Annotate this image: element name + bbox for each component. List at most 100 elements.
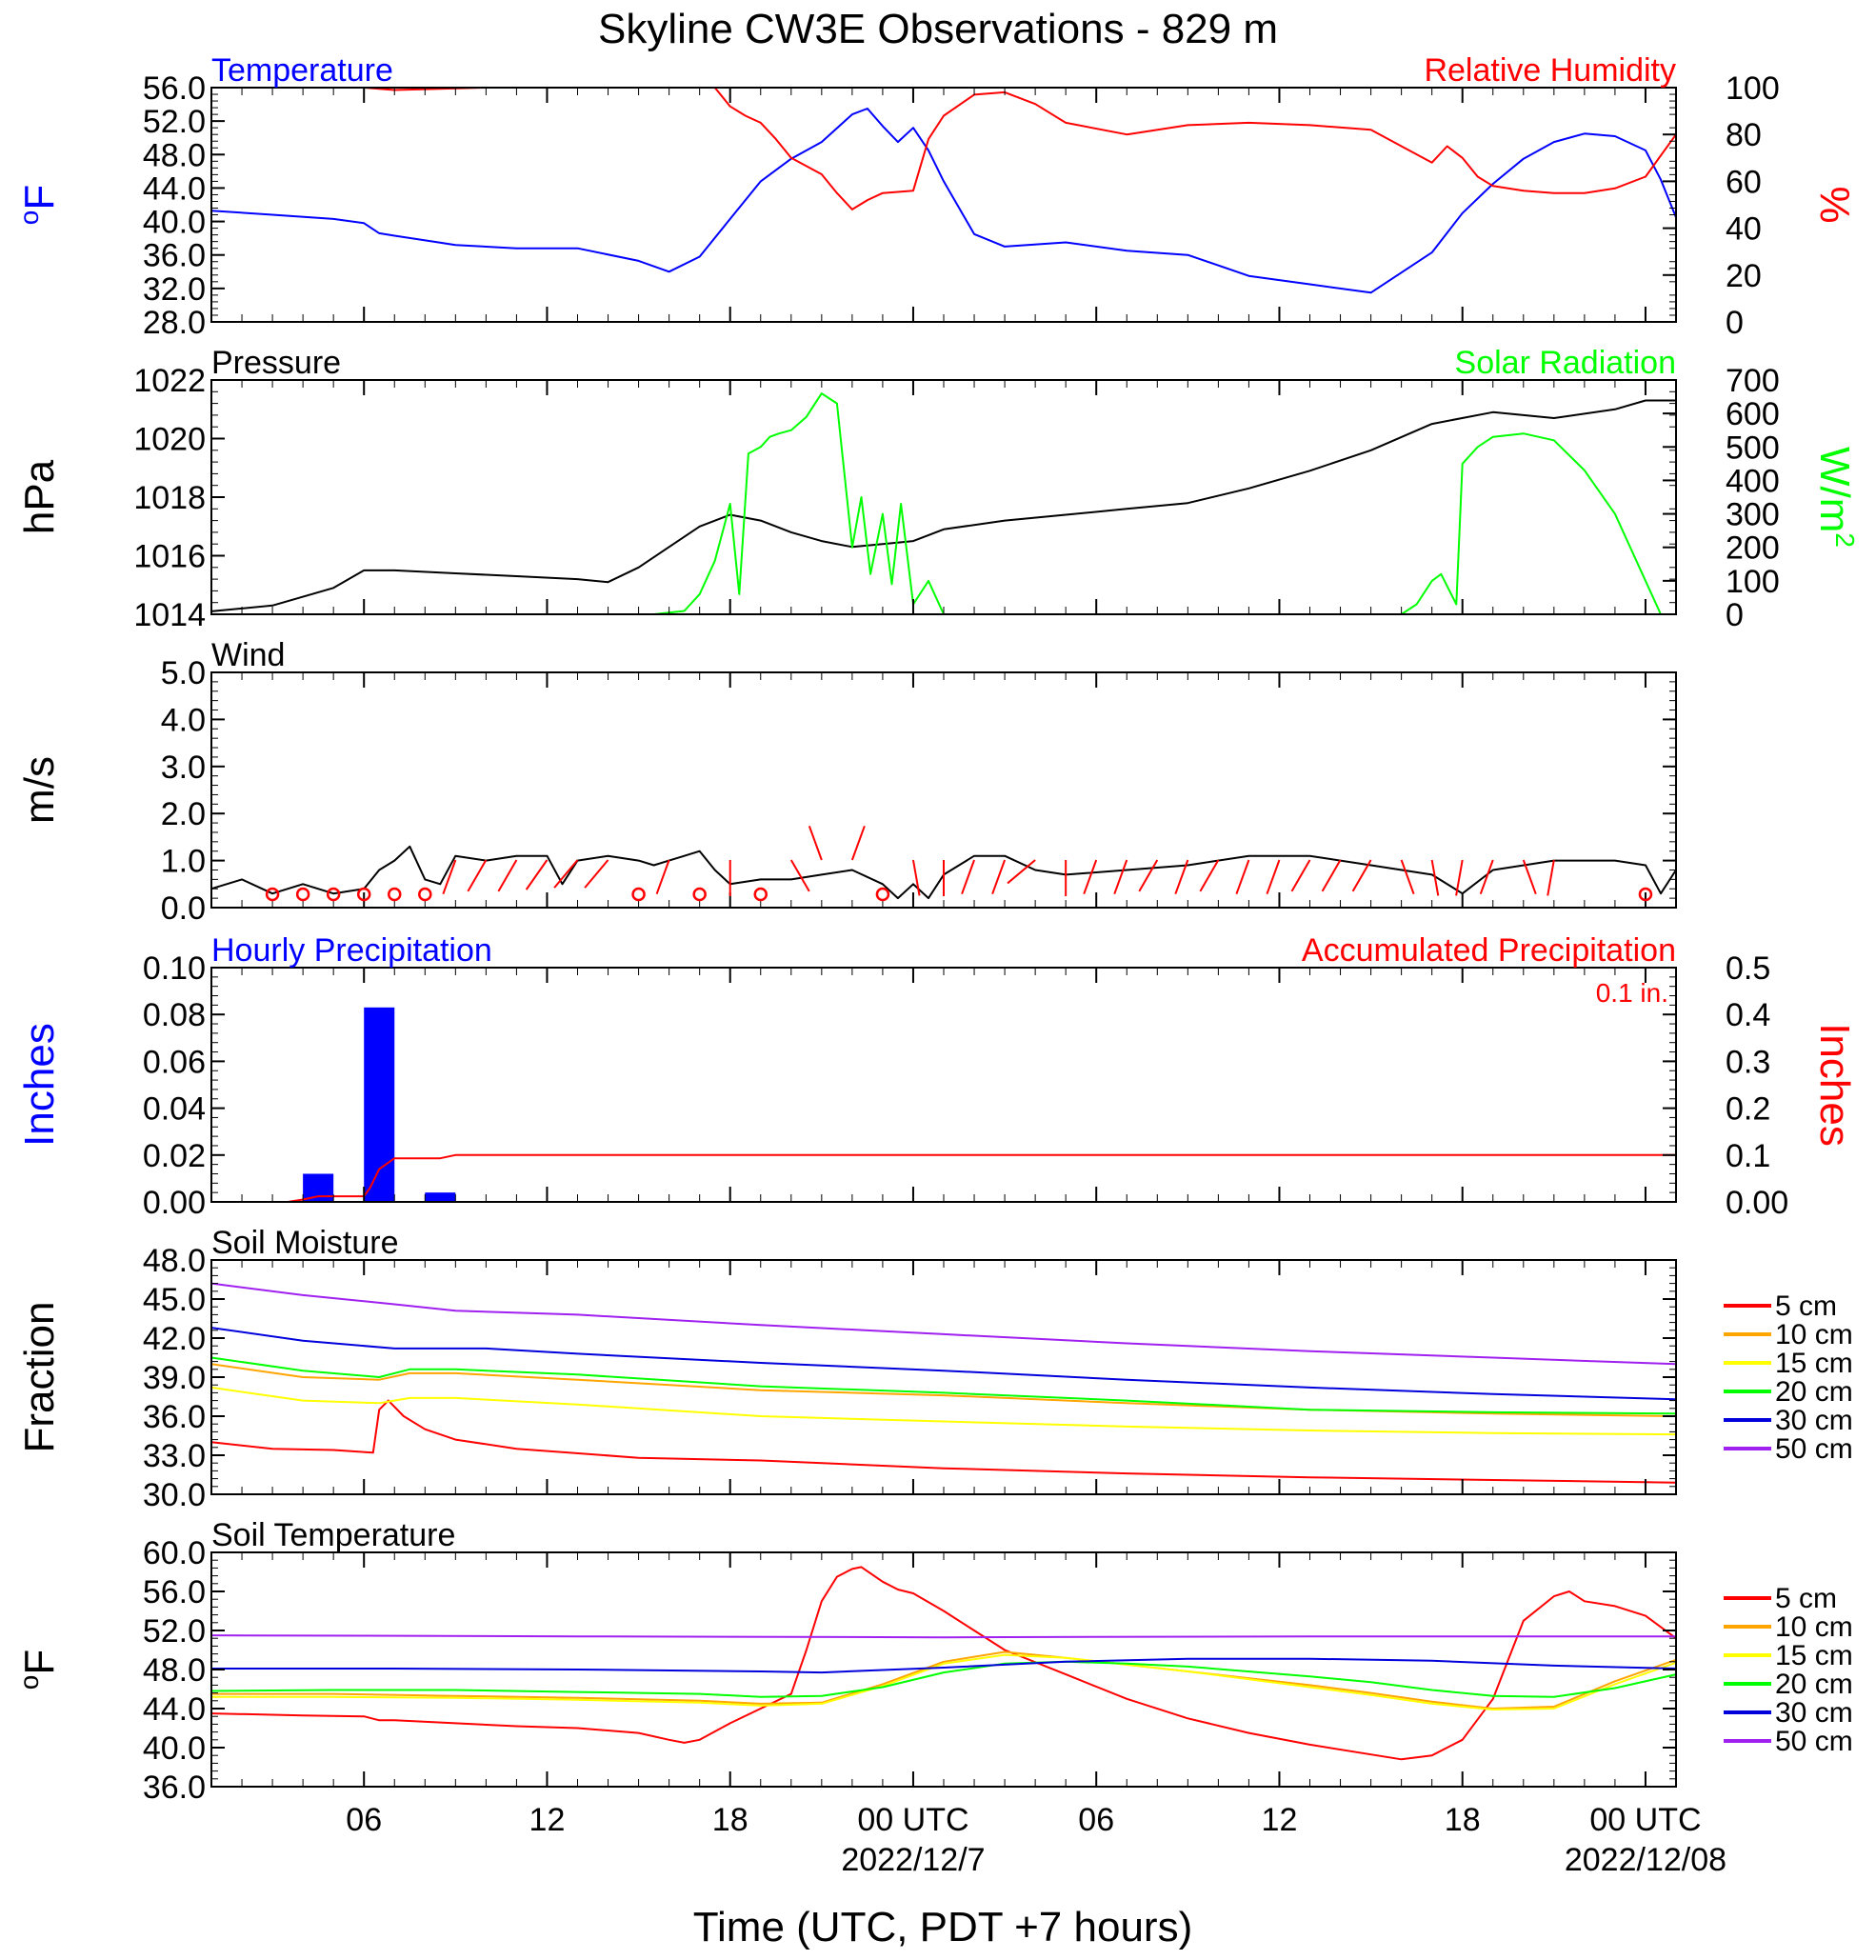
y-tick-label: 1020 [133, 422, 206, 458]
y-tick-label: 45.0 [143, 1282, 206, 1318]
y-tick-label: 36.0 [143, 1770, 206, 1806]
y-right-tick-label: 600 [1726, 396, 1780, 432]
wind-barb [850, 825, 866, 861]
y-axis-label-right: Inches [1811, 1023, 1858, 1147]
series-temp-rh-1 [211, 87, 1677, 210]
x-tick-label: 18 [712, 1802, 748, 1838]
panel-title-left: Wind [211, 637, 285, 673]
wind-barb-calm [753, 887, 768, 902]
y-right-tick-label: 100 [1726, 70, 1780, 107]
wind-barb [961, 859, 975, 895]
precip-annotation: 0.1 in. [1596, 978, 1668, 1008]
x-tick-sublabel: 2022/12/7 [841, 1842, 985, 1878]
panel-title-right: Accumulated Precipitation [1302, 932, 1676, 969]
y-tick-label: 56.0 [143, 70, 206, 107]
wind-barb [1199, 859, 1220, 892]
y-tick-label: 32.0 [143, 271, 206, 308]
y-tick-label: 1022 [133, 363, 206, 399]
y-tick-label: 36.0 [143, 238, 206, 274]
y-tick-label: 4.0 [161, 702, 206, 738]
y-right-tick-label: 0.00 [1726, 1185, 1788, 1221]
series-soil-temp-4 [211, 1657, 1677, 1674]
y-tick-label: 48.0 [143, 1243, 206, 1279]
wind-barb [1547, 859, 1555, 896]
y-right-tick-label: 200 [1726, 530, 1780, 567]
wind-barb [1479, 859, 1494, 895]
plot-frame [210, 379, 1677, 615]
precip-bar-2 [425, 1192, 456, 1202]
y-right-tick-label: 0.4 [1726, 997, 1770, 1033]
series-soil-temp-1 [211, 1650, 1677, 1710]
x-axis-label: Time (UTC, PDT +7 hours) [693, 1904, 1192, 1950]
degree-sup: o [14, 210, 44, 226]
wind-barb-calm [875, 887, 890, 902]
y-tick-label: 0.00 [143, 1185, 206, 1221]
x-tick-label: 00 UTC [857, 1802, 968, 1838]
wind-barb-calm [692, 887, 707, 902]
series-soil-moisture-3 [210, 1356, 1677, 1415]
wind-barb [808, 825, 823, 861]
x-tick-label: 12 [529, 1802, 566, 1838]
panel-soil-temp: 36.040.044.048.052.056.060.0 Soil Tempera… [14, 1517, 1853, 1806]
y-right-tick-label: 700 [1726, 363, 1780, 399]
x-tick-label: 18 [1445, 1802, 1481, 1838]
panel-soil-moisture: 30.033.036.039.042.045.048.0 Soil Moistur… [16, 1225, 1853, 1513]
y-tick-label: 42.0 [143, 1321, 206, 1357]
wind-barb [1290, 859, 1311, 892]
series-pressure-solar-1 [211, 392, 1676, 615]
wind-barb [442, 859, 457, 895]
y-axis-label-left: Fraction [16, 1302, 63, 1453]
y-tick-label: 48.0 [143, 137, 206, 173]
y-tick-label: 60.0 [143, 1535, 206, 1571]
y-tick-label: 48.0 [143, 1652, 206, 1689]
series-temp-rh-0 [210, 108, 1677, 294]
series-soil-moisture-2 [210, 1386, 1677, 1436]
wind-barb [1174, 859, 1189, 895]
wind-barb [1138, 859, 1159, 892]
wind-barb [1113, 859, 1128, 895]
legend-label: 20 cm [1775, 1376, 1853, 1408]
y-tick-label: 40.0 [143, 1730, 206, 1767]
x-tick-label: 00 UTC [1589, 1802, 1701, 1838]
wind-barb-calm [295, 887, 310, 902]
wind-barb-calm [418, 887, 432, 902]
plot-frame [210, 967, 1677, 1203]
y-tick-label: 0.08 [143, 997, 206, 1033]
legend-label: 30 cm [1775, 1697, 1853, 1729]
y-right-tick-label: 500 [1726, 430, 1780, 466]
wind-barb [1522, 859, 1537, 895]
wind-barb [1430, 859, 1440, 896]
y-tick-label: 1018 [133, 480, 206, 516]
y-right-tick-label: 80 [1726, 117, 1762, 153]
legend-label: 10 cm [1775, 1611, 1853, 1643]
legend-label: 20 cm [1775, 1669, 1853, 1700]
y-tick-label: 30.0 [143, 1477, 206, 1513]
wind-barb [525, 859, 549, 890]
series-wind-0 [210, 845, 1677, 900]
series-soil-moisture-0 [210, 1399, 1677, 1484]
unit-sup: 2 [1830, 532, 1860, 548]
y-axis-label-left: Inches [16, 1023, 63, 1147]
legend-label: 50 cm [1775, 1726, 1853, 1757]
precip-bar-1 [364, 1007, 395, 1202]
legend-label: 5 cm [1775, 1583, 1837, 1614]
y-tick-label: 39.0 [143, 1360, 206, 1396]
y-tick-label: 36.0 [143, 1399, 206, 1435]
y-axis-label-left: m/s [16, 756, 63, 824]
y-right-tick-label: 60 [1726, 164, 1762, 200]
wind-barb [1266, 859, 1281, 895]
panel-wind: 0.0 1.0 2.0 3.0 4.0 5.0 Wind m/s [16, 637, 1677, 927]
wind-barb [467, 859, 488, 892]
series-precip-0 [211, 1153, 1676, 1203]
y-axis-label-right: W/m2 [1811, 447, 1860, 548]
series-soil-temp-2 [211, 1653, 1677, 1710]
wind-barbs [265, 825, 1653, 902]
legend-label: 50 cm [1775, 1433, 1853, 1465]
wind-barb [553, 859, 579, 889]
panel-title-left: Soil Moisture [211, 1225, 399, 1261]
wind-barb-calm [356, 887, 371, 902]
y-tick-label: 52.0 [143, 1613, 206, 1650]
panel-title-left: Hourly Precipitation [211, 932, 492, 969]
y-right-tick-label: 0 [1726, 305, 1744, 341]
